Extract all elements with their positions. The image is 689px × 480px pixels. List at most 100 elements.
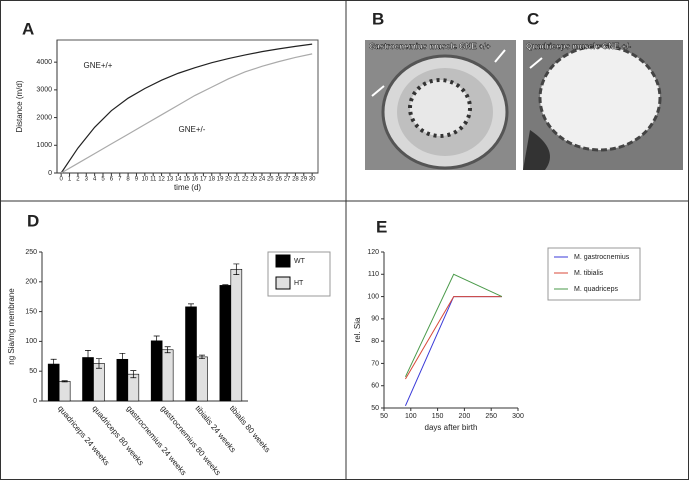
bar xyxy=(150,340,163,402)
x-tick-label: 26 xyxy=(275,177,282,183)
x-tick-label: 19 xyxy=(217,177,224,183)
y-tick-label: 200 xyxy=(25,279,37,286)
bar xyxy=(185,306,197,402)
y-tick-label: 70 xyxy=(371,360,379,367)
x-tick-label: 17 xyxy=(200,177,207,183)
y-tick-label: 0 xyxy=(33,398,37,405)
x-tick-label: gastrocnemius 80 weeks xyxy=(159,404,222,477)
x-tick-label: 200 xyxy=(459,413,471,420)
micrograph xyxy=(523,40,683,170)
y-tick-label: 50 xyxy=(371,405,379,412)
y-axis-label: Distance (m/d) xyxy=(15,80,24,132)
y-tick-label: 100 xyxy=(367,293,379,300)
bar xyxy=(93,363,105,402)
x-tick-label: 15 xyxy=(183,177,190,183)
y-tick-label: 250 xyxy=(25,249,37,256)
bar xyxy=(230,268,243,402)
error-bar xyxy=(95,358,102,369)
legend-label: M. tibialis xyxy=(574,270,604,277)
x-tick-label: 4 xyxy=(93,177,97,183)
y-tick-label: 4000 xyxy=(36,59,52,66)
y-tick-label: 80 xyxy=(371,338,379,345)
y-axis-label: ng Sia/mg membrane xyxy=(7,288,16,365)
legend-swatch xyxy=(275,276,291,290)
error-bar xyxy=(233,263,240,275)
x-tick-label: gastrocnemius 24 weeks xyxy=(125,404,188,477)
y-tick-label: 50 xyxy=(29,368,37,375)
bar xyxy=(219,285,232,402)
x-tick-label: 1 xyxy=(68,177,72,183)
panel-label: E xyxy=(376,217,387,236)
x-tick-label: 150 xyxy=(432,413,444,420)
bar xyxy=(161,349,174,402)
y-tick-label: 110 xyxy=(368,271,379,278)
panel-label: A xyxy=(22,19,34,38)
x-tick-label: 3 xyxy=(85,177,89,183)
error-bar xyxy=(198,354,205,360)
x-tick-label: 28 xyxy=(292,177,299,183)
series-label: GNE+/+ xyxy=(84,61,113,70)
y-tick-label: 120 xyxy=(367,249,379,256)
y-axis-label: rel. Sia xyxy=(353,317,362,342)
error-bar xyxy=(61,380,68,383)
x-tick-label: 6 xyxy=(110,177,114,183)
x-tick-label: 10 xyxy=(141,177,148,183)
micrograph xyxy=(365,40,516,170)
x-tick-label: 18 xyxy=(208,177,215,183)
panel-label: D xyxy=(27,211,39,230)
x-tick-label: 22 xyxy=(242,177,249,183)
x-tick-label: 9 xyxy=(135,177,139,183)
y-tick-label: 90 xyxy=(371,316,379,323)
error-bar xyxy=(50,358,57,370)
x-axis-label: days after birth xyxy=(425,423,478,432)
x-tick-label: 8 xyxy=(126,177,130,183)
legend-label: M. gastrocnemius xyxy=(574,254,630,261)
error-bar xyxy=(153,335,160,346)
bar xyxy=(47,363,60,402)
series-label: GNE+/- xyxy=(179,125,206,134)
x-tick-label: 13 xyxy=(167,177,174,183)
y-tick-label: 1000 xyxy=(36,142,52,149)
legend-label: WT xyxy=(294,258,306,265)
x-tick-label: 2 xyxy=(76,177,80,183)
x-tick-label: 7 xyxy=(118,177,122,183)
y-tick-label: 0 xyxy=(48,170,52,177)
legend-label: HT xyxy=(294,280,304,287)
x-tick-label: 25 xyxy=(267,177,274,183)
y-tick-label: 3000 xyxy=(36,87,52,94)
x-tick-label: 250 xyxy=(485,413,497,420)
bar xyxy=(58,381,71,402)
x-tick-label: 12 xyxy=(158,177,165,183)
bar xyxy=(127,373,140,402)
panel-label: C xyxy=(527,9,539,28)
panel-label: B xyxy=(372,9,384,28)
error-bar xyxy=(164,346,171,354)
image-caption: Quadriceps muscle GNE +/- xyxy=(526,42,631,51)
x-tick-label: 100 xyxy=(405,413,417,420)
x-tick-label: 24 xyxy=(259,177,266,183)
y-tick-label: 100 xyxy=(25,338,37,345)
x-tick-label: 5 xyxy=(101,177,105,183)
x-tick-label: 21 xyxy=(234,177,241,183)
error-bar xyxy=(119,352,126,366)
error-bar xyxy=(85,349,92,365)
x-tick-label: 14 xyxy=(175,177,182,183)
x-tick-label: 16 xyxy=(192,177,199,183)
x-tick-label: 11 xyxy=(150,177,157,183)
x-tick-label: 300 xyxy=(512,413,524,420)
line-series xyxy=(60,53,313,174)
x-tick-label: 0 xyxy=(60,177,64,183)
legend-swatch xyxy=(275,254,291,268)
error-bar xyxy=(130,370,137,379)
error-bar xyxy=(188,303,195,311)
x-tick-label: 27 xyxy=(284,177,291,183)
y-tick-label: 60 xyxy=(371,383,379,390)
line-series xyxy=(405,296,502,380)
line-series xyxy=(404,296,502,406)
legend-label: M. quadriceps xyxy=(574,286,618,293)
line-series xyxy=(60,43,313,174)
bar xyxy=(196,356,208,402)
image-caption: Gastrocnemius muscle GNE +/+ xyxy=(369,42,491,51)
x-tick-label: 29 xyxy=(300,177,307,183)
